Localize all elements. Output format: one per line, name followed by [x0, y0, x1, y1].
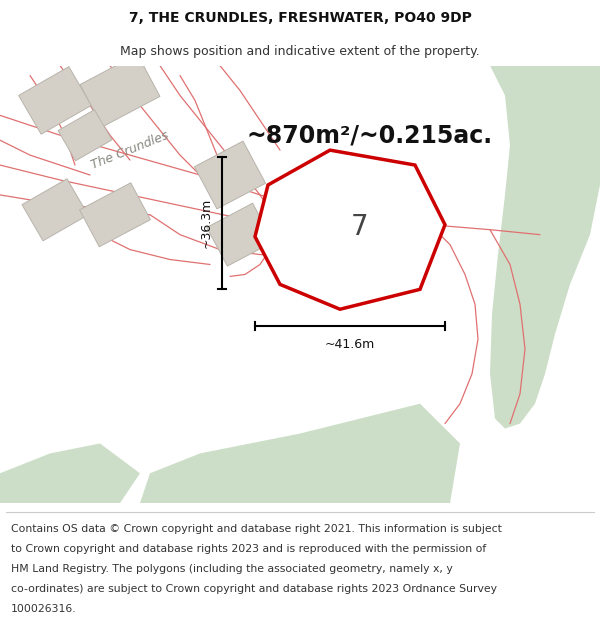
- Polygon shape: [22, 179, 88, 241]
- Polygon shape: [194, 141, 266, 209]
- Polygon shape: [80, 182, 151, 247]
- Text: ~36.3m: ~36.3m: [199, 198, 212, 248]
- Polygon shape: [440, 66, 600, 429]
- Polygon shape: [255, 150, 445, 309]
- Text: Map shows position and indicative extent of the property.: Map shows position and indicative extent…: [120, 45, 480, 58]
- Polygon shape: [140, 404, 460, 503]
- Text: 7, THE CRUNDLES, FRESHWATER, PO40 9DP: 7, THE CRUNDLES, FRESHWATER, PO40 9DP: [128, 11, 472, 26]
- Text: Contains OS data © Crown copyright and database right 2021. This information is : Contains OS data © Crown copyright and d…: [11, 524, 502, 534]
- Text: The Crundles: The Crundles: [89, 129, 170, 172]
- Text: to Crown copyright and database rights 2023 and is reproduced with the permissio: to Crown copyright and database rights 2…: [11, 544, 486, 554]
- Polygon shape: [19, 67, 91, 134]
- Polygon shape: [0, 444, 140, 503]
- Text: 100026316.: 100026316.: [11, 604, 76, 614]
- Text: HM Land Registry. The polygons (including the associated geometry, namely x, y: HM Land Registry. The polygons (includin…: [11, 564, 452, 574]
- Text: 7: 7: [351, 213, 369, 241]
- Polygon shape: [207, 203, 273, 266]
- Polygon shape: [80, 54, 160, 127]
- Text: ~41.6m: ~41.6m: [325, 338, 375, 351]
- Polygon shape: [58, 110, 112, 161]
- Text: ~870m²/~0.215ac.: ~870m²/~0.215ac.: [247, 123, 493, 148]
- Text: co-ordinates) are subject to Crown copyright and database rights 2023 Ordnance S: co-ordinates) are subject to Crown copyr…: [11, 584, 497, 594]
